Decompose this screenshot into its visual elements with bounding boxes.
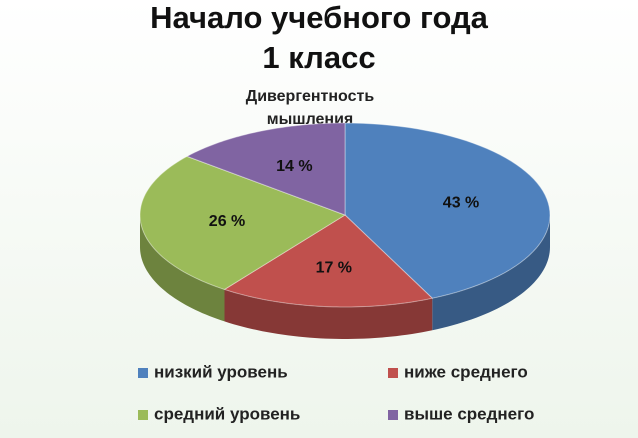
legend-label: ниже среднего [404, 362, 528, 381]
data-label: 17 % [316, 259, 352, 276]
slice-side [140, 215, 225, 322]
legend-label: выше среднего [404, 404, 534, 423]
chart-title: Дивергентность [246, 88, 375, 105]
data-label: 14 % [276, 158, 312, 175]
slice [223, 214, 434, 308]
slice [185, 122, 346, 216]
legend-swatch [388, 368, 398, 378]
legend-label: низкий уровень [154, 362, 288, 381]
legend-label: средний уровень [154, 404, 300, 423]
slice [139, 155, 347, 290]
data-label: 43 % [443, 195, 479, 212]
slice-side [432, 215, 550, 331]
legend-swatch [138, 410, 148, 420]
slide-subtitle: 1 класс [262, 40, 375, 75]
slice [344, 122, 551, 299]
legend-swatch [138, 368, 148, 378]
legend-swatch [388, 410, 398, 420]
data-label: 26 % [209, 213, 245, 230]
slice-side [224, 289, 433, 339]
slide-title: Начало учебного года [150, 0, 489, 35]
